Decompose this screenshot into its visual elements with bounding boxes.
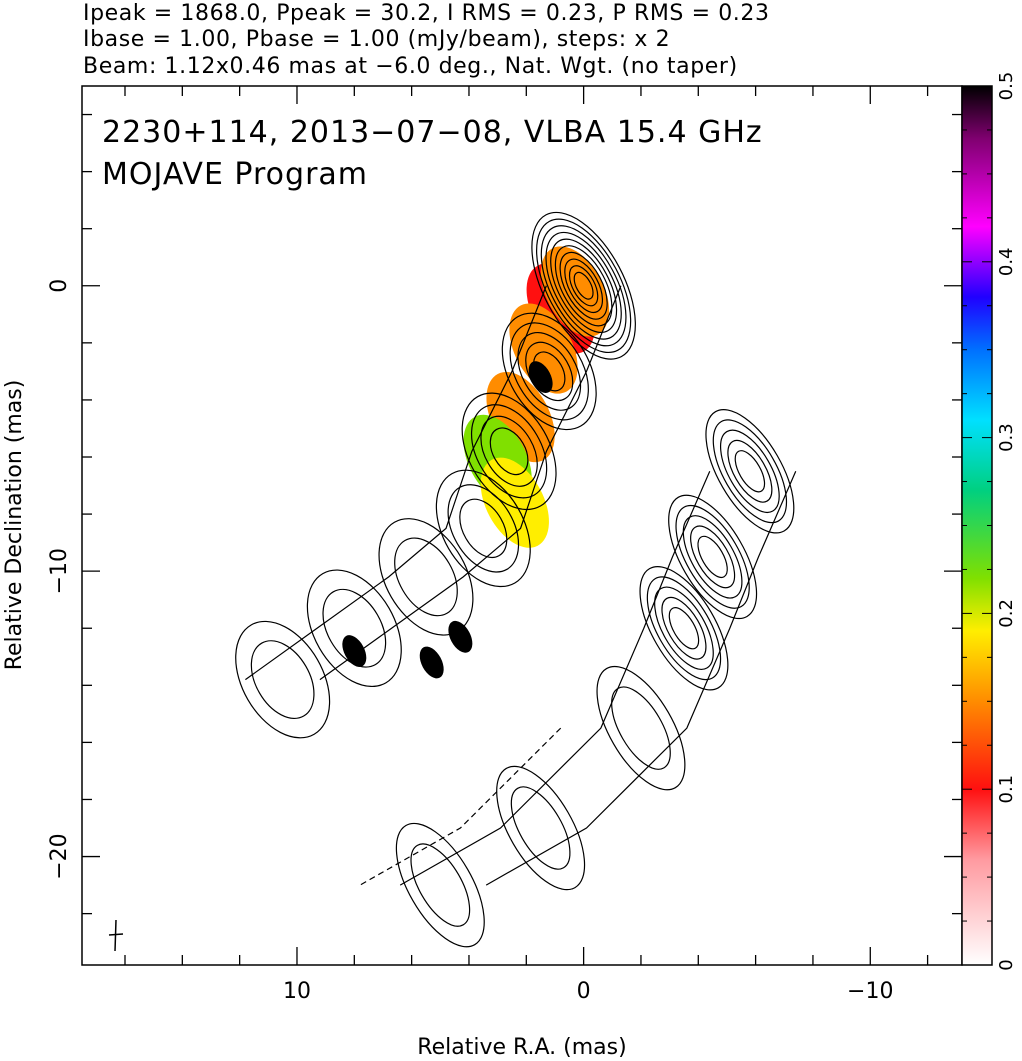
jet-contour [394,537,458,617]
sw-feature-contour [596,665,686,791]
jet-contour [480,415,538,487]
core-contour [550,238,618,334]
program-title: MOJAVE Program [102,157,368,192]
jet-contour [459,498,508,559]
core-contour [540,225,627,347]
jet-contour [235,620,331,739]
sw-feature-contour [646,576,722,681]
sw-feature-contour [668,607,700,650]
jet-contour [532,351,566,392]
sw-feature-contour [661,596,707,660]
polarization-pixel [419,646,444,679]
colorbar-tick-label: 0.1 [996,775,1017,804]
jet-contour [435,469,531,588]
sw-feature-contour [510,786,571,870]
colorbar-axis: 0 0.1 0.2 0.3 0.4 0.5 [962,72,1017,971]
x-axis-label: Relative R.A. (mas) [417,1035,626,1060]
core-contour [554,245,613,327]
colorbar-tick-label: 0.2 [996,599,1017,628]
jet-contour [517,332,582,411]
sw-envelope [485,471,797,886]
sw-feature-contour [734,450,766,493]
sw-feature-contour [727,439,773,503]
jet-contour [322,588,387,668]
y-tick-label: −20 [47,833,72,879]
jet-contour [525,341,574,402]
polarization-pixel [342,635,367,667]
header-contour-line: Ibase = 1.00, Pbase = 1.00 (mJy/beam), s… [83,27,670,52]
sw-feature-contour [395,822,485,948]
y-axis: 0 −10 −20 [47,113,962,915]
jet-contour [501,312,597,431]
x-tick-label: 10 [283,979,311,1004]
sw-feature-contour [712,419,788,524]
jet-contour [470,404,548,499]
x-tick-label: −10 [847,979,893,1004]
sw-feature-contour [697,535,728,579]
jet-contour [378,518,474,636]
polarization-pixel [509,303,578,394]
core-contour [568,265,599,307]
core-contour [531,211,636,360]
jet-contour [509,322,589,421]
header-beam-line: Beam: 1.12x0.46 mas at −6.0 deg., Nat. W… [83,54,738,79]
y-tick-label: −10 [47,548,72,594]
core-contour [559,251,608,320]
sw-feature-contour [720,429,780,513]
sw-feature-contour [639,566,729,691]
sw-feature-contour [654,586,714,670]
jet-envelope [245,285,547,681]
sw-feature-contour [496,765,586,891]
polarization-pixel [448,620,473,653]
sw-feature-contour [611,686,671,770]
x-axis: 10 0 −10 [124,86,929,1004]
core-contour [573,271,594,300]
header-stats-line: Ipeak = 1868.0, Ppeak = 30.2, I RMS = 0.… [83,1,770,26]
colorbar-tick-label: 0.4 [996,247,1017,276]
jet-envelope [319,285,622,681]
source-title: 2230+114, 2013−07−08, VLBA 15.4 GHz [102,115,763,150]
x-tick-label: 0 [577,979,591,1004]
negative-contour [359,727,562,886]
y-tick-label: 0 [47,279,72,293]
y-axis-label: Relative Declination (mas) [2,380,27,671]
sw-feature-contour [705,409,795,534]
sw-feature-contour [675,504,750,609]
colorbar-tick-label: 0.5 [996,72,1017,101]
sw-feature-contour [690,525,736,589]
sw-feature-contour [410,843,471,927]
sw-feature-contour [668,494,758,620]
colorbar-tick-label: 0.3 [996,423,1017,452]
core-contour [564,258,604,314]
polarization-color-map [342,246,610,679]
jet-contour [306,569,402,688]
jet-contour [489,427,529,476]
core-contour [545,231,622,340]
colorbar-tick-label: 0 [996,959,1017,970]
contour-layer [235,211,797,948]
core-contour [536,218,632,354]
beam-marker [108,919,124,952]
sw-envelope [399,471,711,886]
jet-contour [250,640,315,719]
